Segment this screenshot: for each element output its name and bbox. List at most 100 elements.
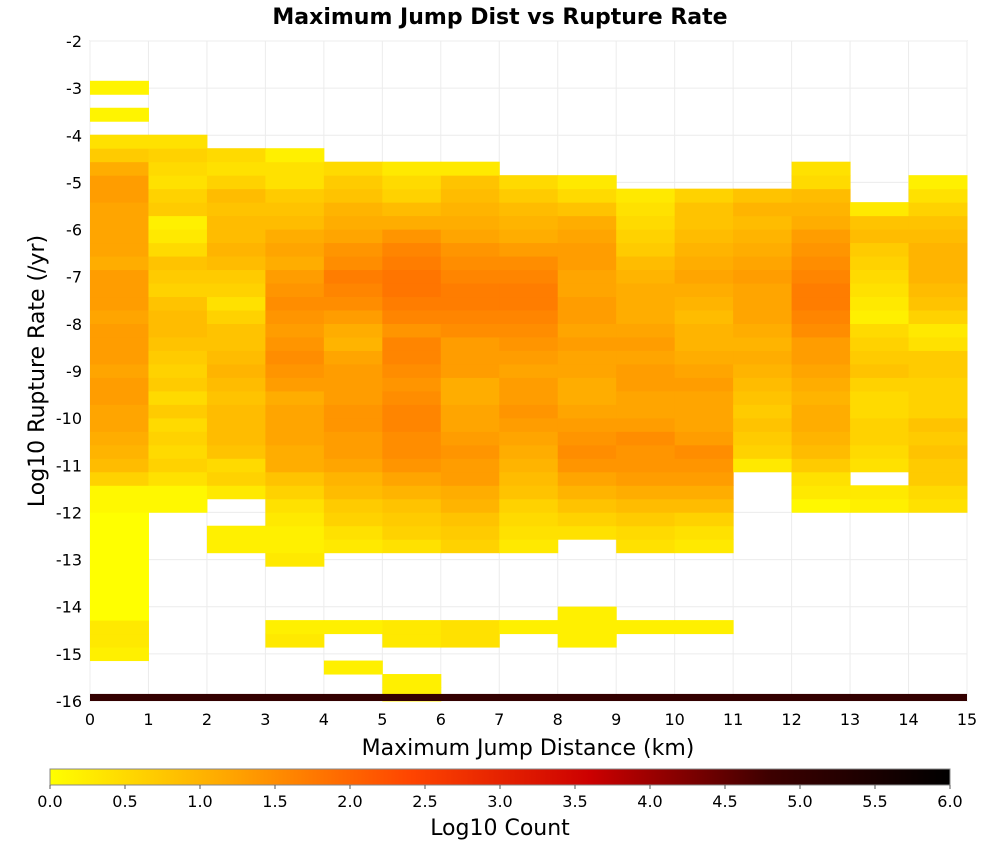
y-tick-label: -11 [56,456,82,475]
heatmap-cell [206,269,266,284]
heatmap-cell [908,283,968,298]
heatmap-cell [733,269,793,284]
heatmap-cell [90,431,149,446]
heatmap-cell [265,485,325,500]
heatmap-cell [908,498,968,513]
heatmap-cell [674,458,734,473]
y-tick-label: -3 [66,79,82,98]
colorbar-tick-label: 3.0 [487,792,512,811]
x-tick-label: 6 [436,710,446,729]
x-axis-ticks: 0 1 2 3 4 5 6 7 8 9 10 11 12 13 14 15 [85,710,977,729]
heatmap-cell [850,363,910,378]
heatmap-cell [557,215,617,230]
heatmap-cell [499,458,559,473]
heatmap-cell [557,404,617,419]
heatmap-cell [382,350,442,365]
heatmap-cell [908,269,968,284]
heatmap-cell [323,363,383,378]
heatmap-cell [206,175,266,190]
heatmap-cell [323,229,383,244]
heatmap-cell [733,323,793,338]
heatmap-cell [90,566,149,581]
heatmap-cell [382,269,442,284]
heatmap-cell [148,309,208,324]
heatmap-cell [206,404,266,419]
heatmap-cell [733,458,793,473]
heatmap-cell [265,458,325,473]
heatmap-cell [90,444,149,459]
heatmap-cell [674,256,734,271]
heatmap-cell [265,188,325,203]
heatmap-cell [440,431,500,446]
heatmap-cell [90,296,149,311]
heatmap-cell [323,202,383,217]
heatmap-cell [148,269,208,284]
heatmap-cell [908,417,968,432]
heatmap-cell [90,633,149,648]
heatmap-cell [440,444,500,459]
heatmap-cell [616,431,676,446]
heatmap-cell [557,620,617,635]
heatmap-cell [206,377,266,392]
heatmap-cell [323,431,383,446]
heatmap-cell [90,471,149,486]
x-tick-label: 3 [260,710,270,729]
heatmap-cell [323,485,383,500]
heatmap-cell [616,202,676,217]
heatmap-cell [557,323,617,338]
heatmap-cell [616,296,676,311]
heatmap-cell [90,215,149,230]
heatmap-cell [850,202,910,217]
heatmap-cell [733,229,793,244]
heatmap-cell [323,283,383,298]
heatmap-cell [850,404,910,419]
heatmap-cell [850,296,910,311]
heatmap-cell [674,336,734,351]
heatmap-cell [148,161,208,176]
y-tick-label: -13 [56,551,82,570]
heatmap-cell [148,444,208,459]
heatmap-cell [206,323,266,338]
heatmap-cell [557,458,617,473]
chart-title: Maximum Jump Dist vs Rupture Rate [272,5,727,30]
heatmap-cell [382,390,442,405]
x-tick-label: 1 [143,710,153,729]
heatmap-cell [499,377,559,392]
heatmap-cell [440,242,500,257]
heatmap-cell [674,188,734,203]
heatmap-cell [148,215,208,230]
y-tick-label: -7 [66,268,82,287]
heatmap-cell [674,431,734,446]
heatmap-cell [323,215,383,230]
heatmap-cell [499,512,559,527]
heatmap-cell [557,283,617,298]
heatmap-cell [206,539,266,554]
heatmap-cell [382,309,442,324]
heatmap-cell [557,350,617,365]
heatmap-cell [499,296,559,311]
y-axis-label: Log10 Rupture Rate (/yr) [25,235,50,507]
y-tick-label: -10 [56,409,82,428]
heatmap-cell [148,229,208,244]
y-tick-label: -2 [66,32,82,51]
heatmap-cell [206,417,266,432]
heatmap-cell [791,390,851,405]
heatmap-cell [616,283,676,298]
x-tick-label: 4 [319,710,329,729]
heatmap-cell [323,175,383,190]
heatmap-cell [791,229,851,244]
heatmap-cell [265,390,325,405]
heatmap-cell [90,647,149,662]
heatmap-cell [148,134,208,149]
heatmap-cell [616,350,676,365]
heatmap-cell [733,444,793,459]
heatmap-cell [557,229,617,244]
heatmap-cell [499,620,559,635]
heatmap-cell [850,498,910,513]
heatmap-cell [265,309,325,324]
heatmap-cell [850,444,910,459]
heatmap-cell [90,350,149,365]
heatmap-cell [148,336,208,351]
heatmap-cell [323,296,383,311]
heatmap-cell [440,633,500,648]
